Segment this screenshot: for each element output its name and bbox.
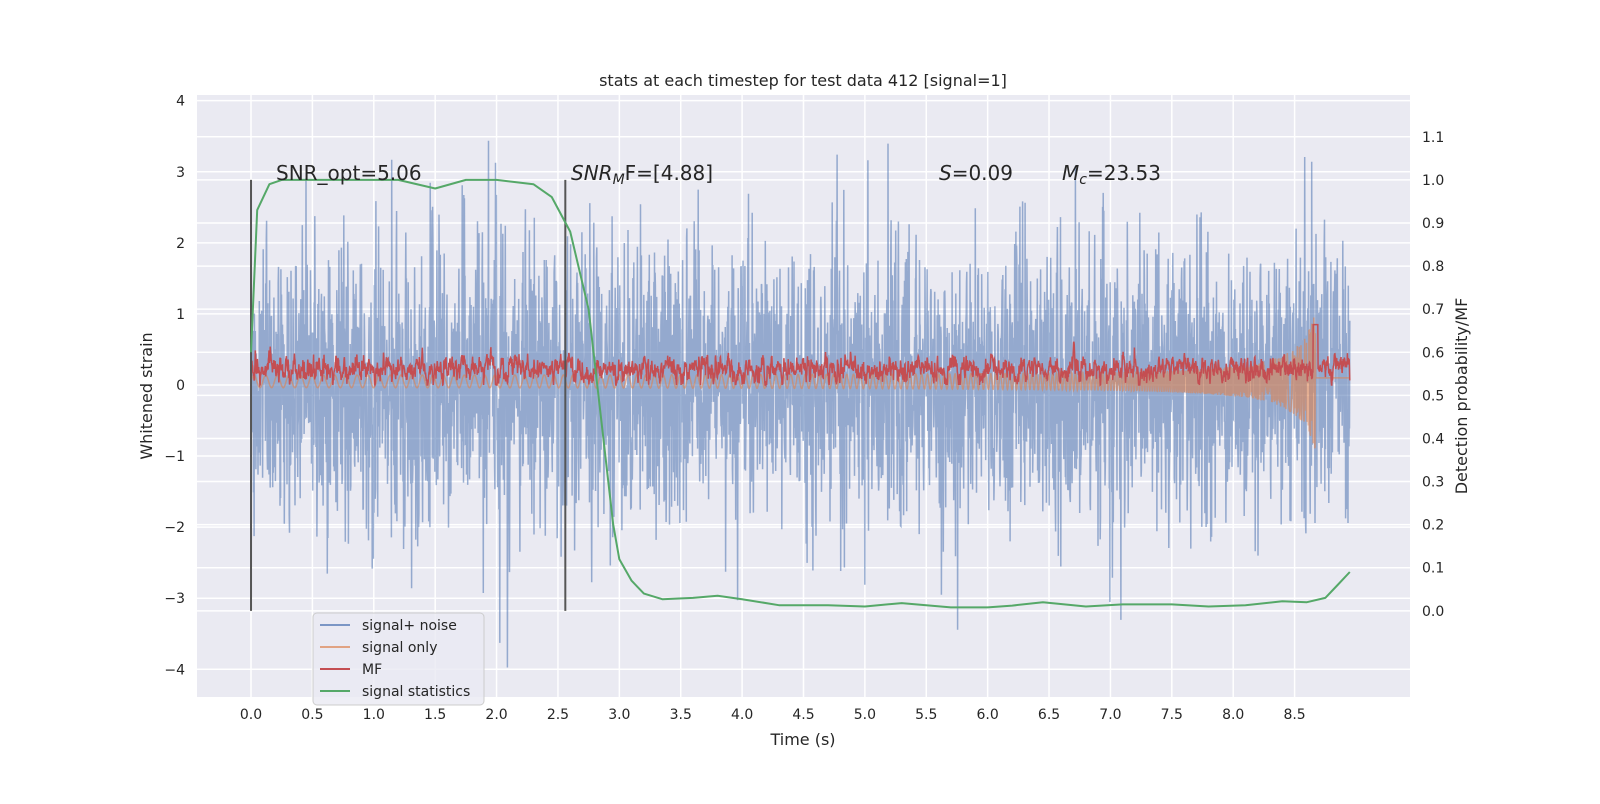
x-tick-label: 1.0 xyxy=(363,707,385,723)
x-tick-label: 2.0 xyxy=(485,707,507,723)
x-tick-label: 0.0 xyxy=(240,707,262,723)
ticks: 0.0 0.5 1.0 1.5 2.0 2.5 3.0 3.5 4.0 4.5 5.0 5.5 6.0 6… xyxy=(164,94,1444,723)
y-right-tick-label: 0.0 xyxy=(1422,604,1444,620)
y-right-tick-label: 0.7 xyxy=(1422,302,1444,318)
x-tick-label: 3.0 xyxy=(608,707,630,723)
annotations: SNR_opt=5.06 SNRMF=[4.88] S=0.09 Mc=23.5… xyxy=(276,161,1161,188)
y-right-tick-label: 0.8 xyxy=(1422,259,1444,275)
y-axis-label-right: Detection probability/MF xyxy=(1452,298,1471,495)
x-tick-label: 4.0 xyxy=(731,707,753,723)
y-tick-label: 0 xyxy=(176,378,185,394)
y-tick-label: 3 xyxy=(176,165,185,181)
y-axis-label: Whitened strain xyxy=(137,332,156,459)
x-tick-label: 4.5 xyxy=(792,707,814,723)
x-tick-label: 1.5 xyxy=(424,707,446,723)
legend-label: signal+ noise xyxy=(362,618,457,634)
series-mf xyxy=(250,323,1351,388)
marks xyxy=(250,140,1351,668)
series-signal-statistics xyxy=(250,178,1351,609)
y-right-tick-label: 1.0 xyxy=(1422,173,1444,189)
chart-title: stats at each timestep for test data 412… xyxy=(599,71,1007,90)
x-tick-label: 6.5 xyxy=(1038,707,1060,723)
y-right-tick-label: 0.6 xyxy=(1422,345,1444,361)
y-tick-label: 2 xyxy=(176,236,185,252)
legend-label: signal statistics xyxy=(362,684,470,700)
legend: signal+ noise signal only MF signal statist… xyxy=(312,612,485,706)
y-right-tick-label: 0.3 xyxy=(1422,475,1444,491)
y-right-tick-label: 0.9 xyxy=(1422,216,1444,232)
x-tick-label: 5.5 xyxy=(915,707,937,723)
annotation-snr-mf: SNRMF=[4.88] xyxy=(571,161,713,188)
x-tick-label: 0.5 xyxy=(301,707,323,723)
y-right-tick-label: 0.4 xyxy=(1422,431,1444,447)
x-tick-label: 3.5 xyxy=(670,707,692,723)
annotation-snr-opt: SNR_opt=5.06 xyxy=(276,161,422,185)
y-right-tick-label: 0.5 xyxy=(1422,388,1444,404)
y-tick-label: −4 xyxy=(164,662,185,678)
y-tick-label: 1 xyxy=(176,307,185,323)
x-tick-label: 6.0 xyxy=(977,707,999,723)
x-tick-label: 7.5 xyxy=(1161,707,1183,723)
x-tick-label: 7.0 xyxy=(1099,707,1121,723)
legend-label: MF xyxy=(362,662,382,678)
y-right-tick-label: 1.1 xyxy=(1422,130,1444,146)
series-signal-noise xyxy=(250,140,1351,668)
x-tick-label: 5.0 xyxy=(854,707,876,723)
x-tick-label: 8.5 xyxy=(1283,707,1305,723)
y-right-tick-label: 0.2 xyxy=(1422,518,1444,534)
x-axis-label: Time (s) xyxy=(769,730,835,749)
annotation-s: S=0.09 xyxy=(939,161,1013,185)
y-tick-label: 4 xyxy=(176,94,185,110)
x-tick-label: 2.5 xyxy=(547,707,569,723)
y-right-tick-label: 0.1 xyxy=(1422,561,1444,577)
x-tick-label: 8.0 xyxy=(1222,707,1244,723)
legend-label: signal only xyxy=(362,640,437,656)
annotation-mc: Mc=23.53 xyxy=(1062,161,1161,188)
y-tick-label: −3 xyxy=(164,591,185,607)
y-tick-label: −1 xyxy=(164,449,185,465)
y-tick-label: −2 xyxy=(164,520,185,536)
